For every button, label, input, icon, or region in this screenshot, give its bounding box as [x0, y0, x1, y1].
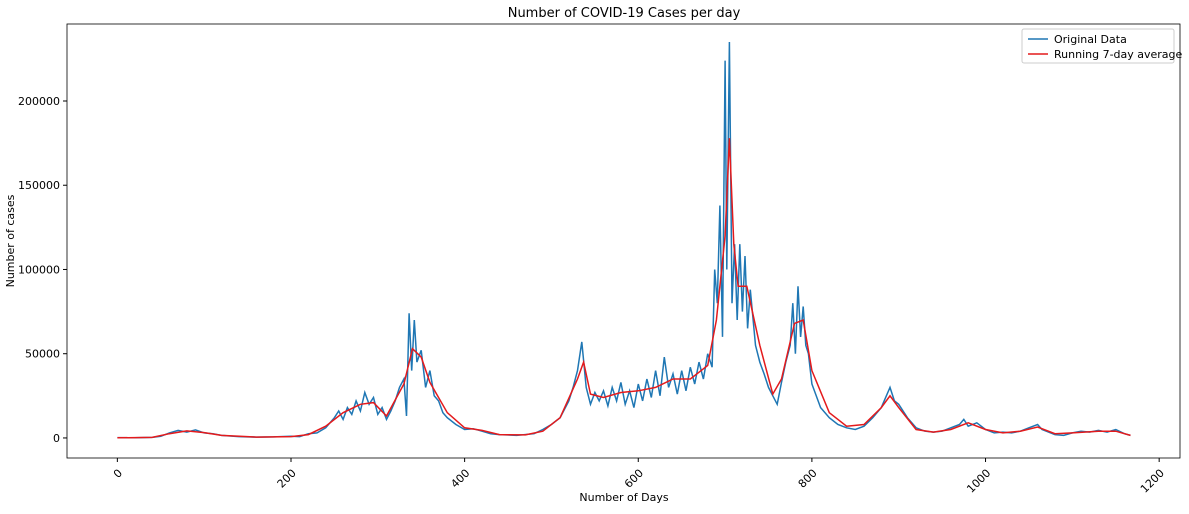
y-tick-label: 50000	[25, 348, 60, 361]
y-axis-label: Number of cases	[4, 194, 17, 287]
legend-label: Running 7-day average	[1054, 48, 1183, 61]
y-tick-label: 150000	[18, 179, 60, 192]
legend-label: Original Data	[1054, 33, 1127, 46]
x-axis-label: Number of Days	[579, 491, 669, 504]
legend-box	[1021, 28, 1175, 64]
y-tick-label: 100000	[18, 263, 60, 276]
y-tick-label: 200000	[18, 95, 60, 108]
chart-title: Number of COVID-19 Cases per day	[508, 6, 741, 21]
plot-frame	[66, 23, 1181, 459]
y-tick-label: 0	[53, 432, 60, 445]
data-line	[117, 138, 1131, 439]
data-line	[117, 41, 1131, 439]
